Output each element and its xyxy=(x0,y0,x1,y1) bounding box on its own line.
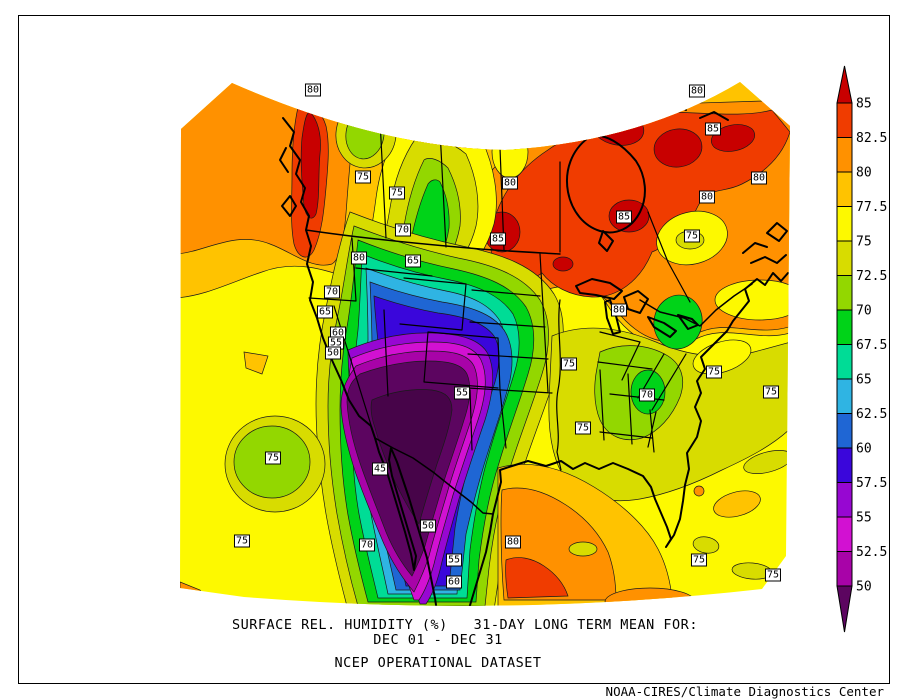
colorbar-tick-label: 67.5 xyxy=(856,338,887,353)
colorbar-segment xyxy=(836,171,853,207)
colorbar-segment xyxy=(836,344,853,380)
colorbar-tick-label: 50 xyxy=(856,580,872,595)
colorbar-tick-label: 60 xyxy=(856,442,872,457)
colorbar-tick-label: 57.5 xyxy=(856,476,887,491)
colorbar-segment xyxy=(836,309,853,345)
colorbar-segment xyxy=(836,102,853,138)
colorbar-legend: 85 82.5 80 77.5 75 72.5 70 67.5 65 62.5 60 57.5 55 52… xyxy=(836,65,887,633)
attribution-text: NOAA-CIRES/Climate Diagnostics Center xyxy=(605,684,884,699)
colorbar-tick-label: 55 xyxy=(856,511,872,526)
colorbar-tick-label: 70 xyxy=(856,304,872,319)
colorbar-tick-label: 75 xyxy=(856,235,872,250)
colorbar-segment xyxy=(836,516,853,552)
colorbar-tick-label: 62.5 xyxy=(856,407,887,422)
colorbar-tick-label: 85 xyxy=(856,97,872,112)
colorbar-tick-label: 77.5 xyxy=(856,200,887,215)
colorbar-segment xyxy=(836,378,853,414)
colorbar-segment xyxy=(836,137,853,173)
colorbar-tick-label: 82.5 xyxy=(856,131,887,146)
colorbar-segment xyxy=(836,240,853,276)
plot-title: SURFACE REL. HUMIDITY (%) 31-DAY LONG TE… xyxy=(232,617,698,633)
border-layer xyxy=(305,119,753,515)
colorbar-segment xyxy=(836,413,853,449)
colorbar-tick-label: 72.5 xyxy=(856,269,887,284)
colorbar-segment xyxy=(836,551,853,587)
contour-fill-layers xyxy=(180,82,790,606)
colorbar-arrow-top xyxy=(836,65,853,104)
colorbar-tick-label: 80 xyxy=(856,166,872,181)
colorbar-segment xyxy=(836,275,853,311)
colorbar-segment xyxy=(836,206,853,242)
colorbar-tick-label: 52.5 xyxy=(856,545,887,560)
colorbar-tick-label: 65 xyxy=(856,373,872,388)
colorbar-segment xyxy=(836,482,853,518)
colorbar-arrow-bottom xyxy=(836,585,853,633)
colorbar-segment xyxy=(836,447,853,483)
plot-dataset-name: NCEP OPERATIONAL DATASET xyxy=(334,655,542,671)
plot-frame-border xyxy=(18,15,890,684)
plot-date-range: DEC 01 - DEC 31 xyxy=(373,632,503,648)
